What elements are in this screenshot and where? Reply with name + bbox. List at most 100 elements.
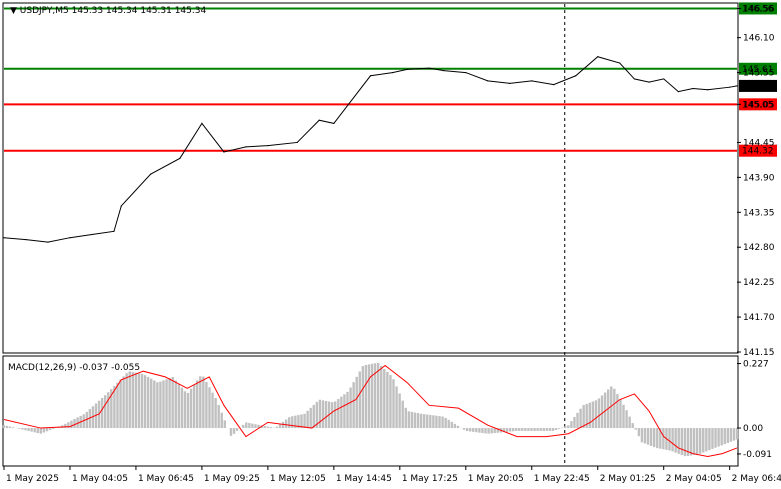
macd-bar <box>33 428 36 433</box>
macd-bar <box>462 428 466 430</box>
macd-bar <box>671 428 674 452</box>
price-tick-label: 146.10 <box>743 34 775 44</box>
macd-bar <box>269 427 273 429</box>
macd-bar <box>610 386 613 429</box>
price-point <box>3 237 5 239</box>
macd-signal-line <box>3 364 738 457</box>
price-point <box>406 68 408 71</box>
price-point <box>553 84 555 86</box>
price-point <box>25 238 27 241</box>
macd-bar <box>134 372 138 429</box>
macd-bar <box>85 411 89 429</box>
macd-bar <box>735 428 739 440</box>
macd-bar <box>370 363 374 429</box>
price-point <box>201 122 203 124</box>
macd-bar <box>113 385 116 429</box>
macd-bar <box>481 428 484 434</box>
time-tick-label: 1 May 22:45 <box>534 474 590 484</box>
price-point <box>648 81 650 83</box>
macd-bar <box>223 420 227 429</box>
price-point <box>150 173 152 175</box>
symbol-label: USDJPY,M5 <box>20 6 69 16</box>
macd-bar <box>202 376 205 429</box>
price-tick-label: 141.70 <box>743 313 775 323</box>
price-point <box>318 119 320 121</box>
price-point <box>692 87 694 90</box>
macd-bar <box>689 428 693 456</box>
price-tick-label: 143.90 <box>743 173 775 183</box>
macd-bar <box>490 428 493 434</box>
time-tick-label: 1 May 06:45 <box>138 474 194 484</box>
macd-bar <box>564 426 567 429</box>
price-axis: 146.56 146.10 145.55 145.05 144.45 143.90 143.… <box>737 4 777 358</box>
level-tag-0 <box>739 2 777 15</box>
chart-symbol-header: ▼ USDJPY,M5 145.33 145.34 145.31 145.34 <box>10 6 206 16</box>
macd-bar <box>168 378 171 429</box>
macd-bar <box>30 428 33 432</box>
macd-bar <box>456 425 460 429</box>
macd-bar <box>668 428 671 451</box>
macd-bar <box>600 395 604 429</box>
macd-bar <box>128 371 131 429</box>
macd-bar <box>257 424 260 429</box>
macd-bar <box>475 428 478 433</box>
macd-bar <box>140 373 144 429</box>
macd-bar <box>263 426 266 429</box>
macd-bar <box>5 425 9 429</box>
level-tag-3 <box>739 144 777 157</box>
time-tick-label: 1 May 17:25 <box>402 474 458 484</box>
level-tag-1 <box>739 62 777 75</box>
macd-bar <box>229 428 233 436</box>
macd-bar <box>309 407 312 429</box>
macd-bar <box>251 423 254 429</box>
macd-bar <box>698 428 702 454</box>
macd-bar <box>248 423 251 429</box>
macd-bar <box>358 371 361 429</box>
macd-bar <box>380 365 383 429</box>
macd-bar <box>340 396 343 429</box>
macd-bar <box>36 428 39 434</box>
macd-bar <box>199 376 202 429</box>
dropdown-arrow-icon: ▼ <box>10 6 20 16</box>
macd-bar <box>729 428 733 442</box>
macd-bar <box>8 426 12 429</box>
macd-bar <box>306 410 309 429</box>
price-tick-label: 142.80 <box>743 243 775 253</box>
macd-bar <box>395 386 398 429</box>
macd-bar <box>110 389 113 429</box>
macd-bar <box>291 416 294 429</box>
macd-bar <box>156 382 159 429</box>
macd-bar <box>548 428 552 431</box>
macd-bar <box>404 407 407 429</box>
macd-bar <box>680 428 683 455</box>
macd-bar <box>189 388 193 429</box>
macd-bar <box>426 414 429 429</box>
level-label-1: 145.61 <box>742 65 774 75</box>
price-point <box>296 141 298 144</box>
macd-bar <box>208 387 211 429</box>
macd-bar <box>42 428 46 433</box>
macd-bar <box>315 401 319 429</box>
macd-bar <box>530 428 533 431</box>
macd-bar <box>373 363 377 429</box>
macd-bar <box>349 387 352 429</box>
macd-bar <box>116 382 119 429</box>
macd-bar <box>622 404 625 429</box>
macd-bar <box>64 423 67 429</box>
macd-bar <box>100 397 104 429</box>
macd-bar <box>107 392 110 429</box>
macd-bar <box>708 428 711 451</box>
macd-bar <box>435 415 438 429</box>
macd-bar <box>432 415 435 429</box>
price-tick-label: 143.35 <box>743 208 775 218</box>
macd-bar <box>281 421 285 429</box>
price-point <box>245 146 247 148</box>
level-tag-2 <box>739 98 777 111</box>
macd-tick-label: -0.091 <box>743 450 772 460</box>
macd-bar <box>539 428 542 431</box>
macd-bar <box>478 428 481 433</box>
macd-bar <box>576 412 579 429</box>
macd-bar <box>24 428 27 431</box>
macd-bar <box>429 414 432 429</box>
